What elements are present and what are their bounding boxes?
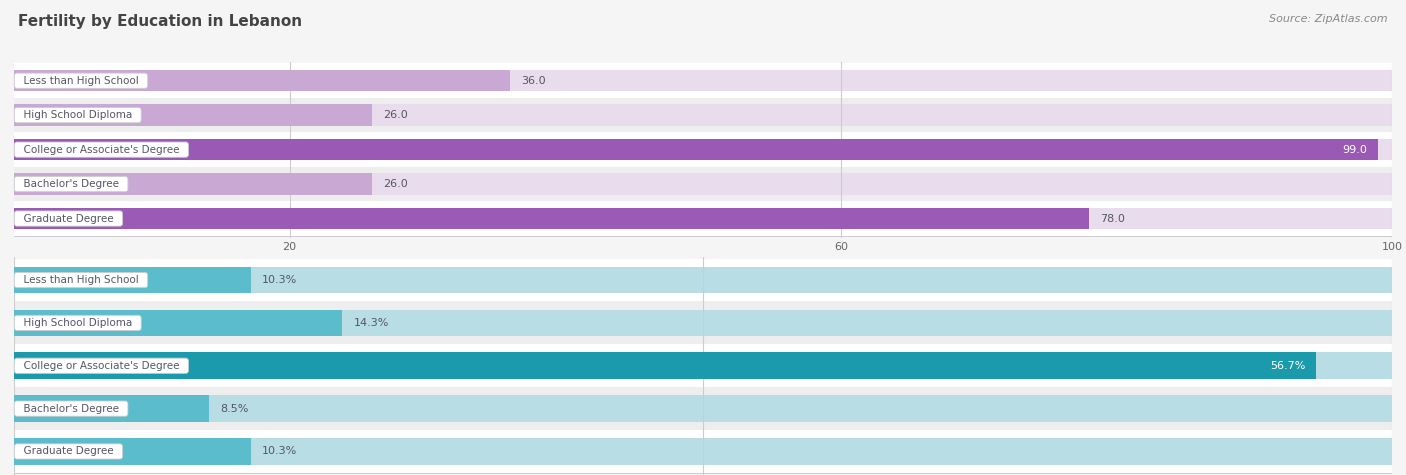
Bar	[14, 133, 1392, 167]
Text: 36.0: 36.0	[522, 76, 546, 86]
Text: High School Diploma: High School Diploma	[17, 110, 139, 120]
Bar	[14, 173, 1392, 195]
Bar	[14, 395, 209, 422]
Text: 78.0: 78.0	[1099, 214, 1125, 224]
Text: 26.0: 26.0	[384, 179, 408, 189]
Text: Graduate Degree: Graduate Degree	[17, 214, 120, 224]
Text: 99.0: 99.0	[1343, 144, 1367, 155]
Text: 10.3%: 10.3%	[262, 275, 297, 285]
Text: 14.3%: 14.3%	[353, 318, 389, 328]
Text: Source: ZipAtlas.com: Source: ZipAtlas.com	[1270, 14, 1388, 24]
Bar	[14, 208, 1088, 229]
Bar	[14, 267, 250, 294]
Text: College or Associate's Degree: College or Associate's Degree	[17, 144, 186, 155]
Bar	[14, 259, 1392, 302]
Bar	[14, 70, 1392, 91]
Text: Less than High School: Less than High School	[17, 275, 145, 285]
Bar	[14, 173, 373, 195]
Text: Less than High School: Less than High School	[17, 76, 145, 86]
Text: High School Diploma: High School Diploma	[17, 318, 139, 328]
Bar	[14, 104, 373, 126]
Bar	[14, 208, 1392, 229]
Bar	[14, 438, 1392, 465]
Bar	[14, 344, 1392, 387]
Bar	[14, 167, 1392, 201]
Text: 8.5%: 8.5%	[221, 404, 249, 414]
Text: 56.7%: 56.7%	[1270, 361, 1305, 371]
Text: Bachelor's Degree: Bachelor's Degree	[17, 179, 125, 189]
Bar	[14, 98, 1392, 133]
Bar	[14, 64, 1392, 98]
Bar	[14, 352, 1392, 379]
Bar	[14, 267, 1392, 294]
Bar	[14, 104, 1392, 126]
Bar	[14, 302, 1392, 344]
Bar	[14, 139, 1392, 160]
Text: 10.3%: 10.3%	[262, 446, 297, 456]
Bar	[14, 352, 1316, 379]
Text: 26.0: 26.0	[384, 110, 408, 120]
Bar	[14, 387, 1392, 430]
Bar	[14, 395, 1392, 422]
Text: Bachelor's Degree: Bachelor's Degree	[17, 404, 125, 414]
Bar	[14, 310, 343, 336]
Bar	[14, 139, 1378, 160]
Text: Graduate Degree: Graduate Degree	[17, 446, 120, 456]
Bar	[14, 201, 1392, 236]
Bar	[14, 438, 250, 465]
Bar	[14, 310, 1392, 336]
Bar	[14, 70, 510, 91]
Text: Fertility by Education in Lebanon: Fertility by Education in Lebanon	[18, 14, 302, 29]
Text: College or Associate's Degree: College or Associate's Degree	[17, 361, 186, 371]
Bar	[14, 430, 1392, 473]
